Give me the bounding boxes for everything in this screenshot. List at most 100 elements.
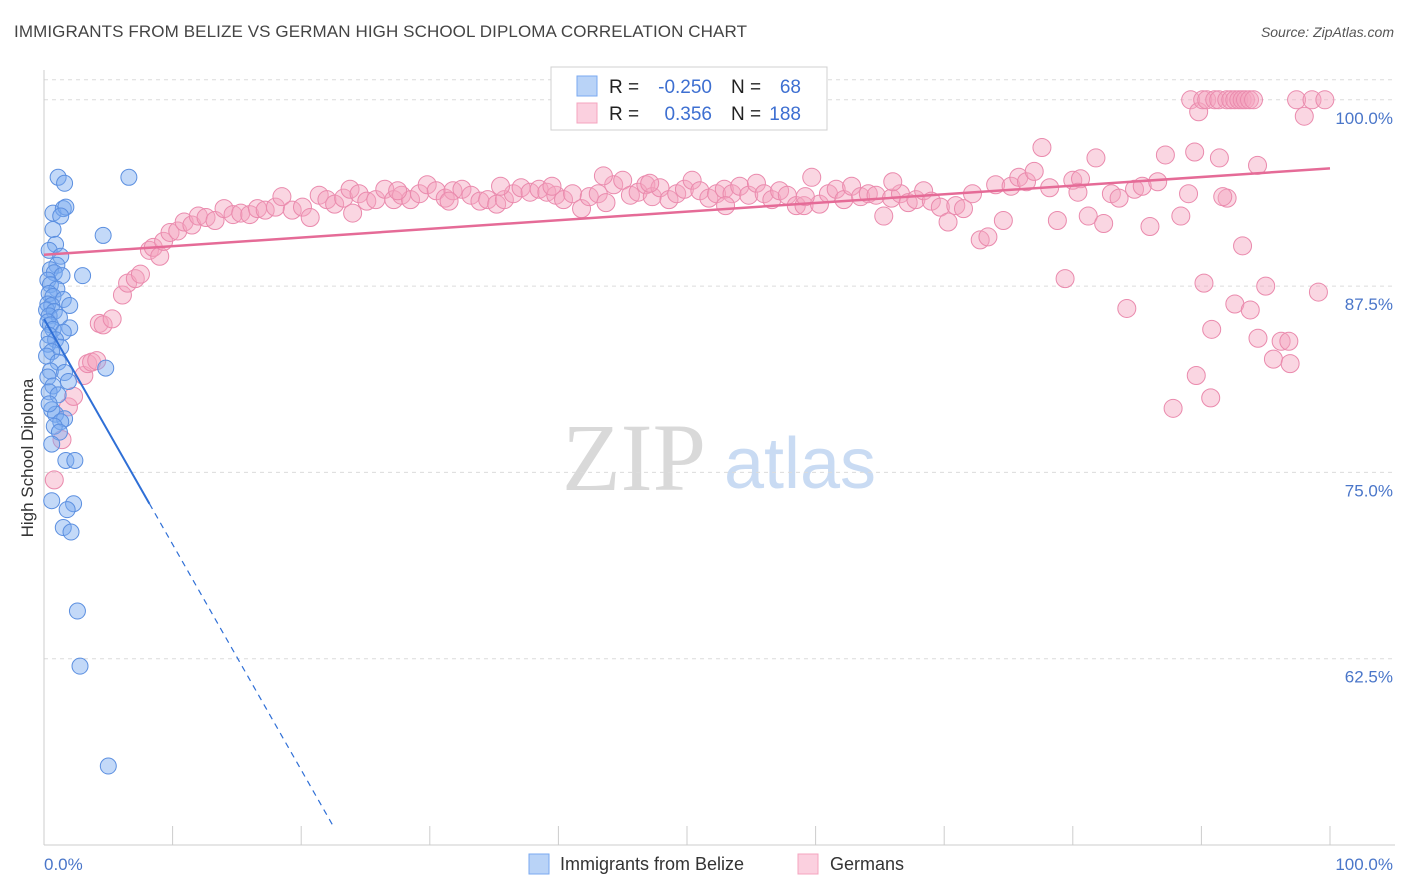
germans-point xyxy=(349,184,369,204)
germans-point xyxy=(1280,354,1300,374)
germans-point xyxy=(1287,90,1307,110)
germans-point xyxy=(470,191,490,211)
germans-point xyxy=(1186,366,1206,386)
germans-point xyxy=(87,351,107,371)
germans-point xyxy=(160,222,180,242)
germans-point xyxy=(102,309,122,329)
germans-point xyxy=(112,285,132,305)
germans-point xyxy=(139,240,159,260)
germans-point xyxy=(1233,236,1253,256)
germans-point xyxy=(1086,148,1106,168)
belize-point xyxy=(40,383,58,401)
germans-point xyxy=(754,184,774,204)
belize-point xyxy=(57,198,75,216)
germans-point xyxy=(722,184,742,204)
legend-n-value-germans: 188 xyxy=(769,104,801,125)
germans-point xyxy=(563,184,583,204)
axes xyxy=(43,70,1395,846)
germans-point xyxy=(554,190,574,210)
y-tick-label: 62.5% xyxy=(1345,668,1393,687)
germans-point xyxy=(1032,138,1052,157)
belize-point xyxy=(57,451,75,469)
germans-point xyxy=(1315,90,1335,110)
belize-point xyxy=(52,207,70,225)
belize-point xyxy=(43,435,61,453)
germans-point xyxy=(1117,298,1137,318)
germans-point xyxy=(1068,182,1088,202)
belize-point xyxy=(99,757,117,775)
germans-point xyxy=(1294,106,1314,126)
germans-point xyxy=(682,170,702,190)
germans-point xyxy=(1125,179,1145,199)
germans-point xyxy=(265,197,285,217)
bottom-legend-swatch-belize xyxy=(528,853,550,875)
germans-point xyxy=(272,187,292,207)
belize-point xyxy=(94,226,112,244)
germans-point xyxy=(640,173,660,193)
x-ticks xyxy=(172,826,1331,845)
legend-n-label-belize: N = xyxy=(731,77,761,98)
germans-point xyxy=(1140,216,1160,236)
bottom-legend-label-belize: Immigrants from Belize xyxy=(560,854,744,874)
legend-n-value-belize: 68 xyxy=(780,77,801,98)
germans-point xyxy=(1017,172,1037,192)
germans-point xyxy=(1194,273,1214,293)
bottom-legend-label-germans: Germans xyxy=(830,854,904,874)
belize-point xyxy=(40,395,58,413)
watermark-zip: ZIP xyxy=(562,404,706,511)
germans-point xyxy=(1163,398,1183,418)
germans-point xyxy=(64,386,84,406)
germans-point xyxy=(435,188,455,208)
series-germans xyxy=(44,90,1335,490)
germans-point xyxy=(613,170,633,190)
germans-point xyxy=(1094,214,1114,234)
germans-point xyxy=(1239,90,1259,110)
germans-point xyxy=(1263,349,1283,369)
germans-point xyxy=(1244,90,1264,110)
y-tick-label: 100.0% xyxy=(1335,109,1393,128)
germans-point xyxy=(1279,331,1299,351)
germans-point xyxy=(223,205,243,225)
germans-point xyxy=(620,185,640,205)
germans-point xyxy=(439,191,459,211)
y-tick-label: 87.5% xyxy=(1345,295,1393,314)
belize-point xyxy=(43,492,61,510)
germans-point xyxy=(240,205,260,225)
source-label: Source: ZipAtlas.com xyxy=(1260,24,1394,40)
belize-point xyxy=(50,423,68,441)
germans-point xyxy=(802,167,822,187)
belize-point xyxy=(97,359,115,377)
correlation-legend: R = -0.250 N = 68 R = 0.356 N = 188 xyxy=(550,66,828,131)
germans-trend-line xyxy=(43,167,1331,257)
germans-point xyxy=(130,264,150,284)
chart-title: IMMIGRANTS FROM BELIZE VS GERMAN HIGH SC… xyxy=(14,22,748,41)
germans-point xyxy=(1213,187,1233,207)
germans-point xyxy=(452,179,472,199)
y-tick-label: 75.0% xyxy=(1345,481,1393,500)
germans-point xyxy=(866,185,886,205)
germans-point xyxy=(174,212,194,232)
germans-point xyxy=(491,176,511,196)
germans-point xyxy=(1225,90,1245,110)
belize-point xyxy=(74,267,92,285)
y-tick-labels: 62.5% 75.0% 87.5% 100.0% xyxy=(1335,109,1393,687)
series-belize xyxy=(38,168,138,775)
germans-point xyxy=(986,175,1006,195)
germans-point xyxy=(1209,148,1229,168)
germans-point xyxy=(970,230,990,250)
y-axis-title: High School Diploma xyxy=(18,378,37,537)
belize-point xyxy=(120,168,138,186)
germans-point xyxy=(1155,145,1175,165)
belize-point xyxy=(61,296,79,314)
germans-point xyxy=(795,187,815,207)
germans-point xyxy=(325,194,345,214)
germans-point xyxy=(930,197,950,217)
germans-point xyxy=(44,470,64,490)
germans-point xyxy=(1240,300,1260,320)
watermark-atlas: atlas xyxy=(724,424,876,504)
germans-point xyxy=(292,197,312,217)
germans-point xyxy=(596,193,616,213)
germans-point xyxy=(1171,206,1191,226)
belize-point xyxy=(66,451,84,469)
